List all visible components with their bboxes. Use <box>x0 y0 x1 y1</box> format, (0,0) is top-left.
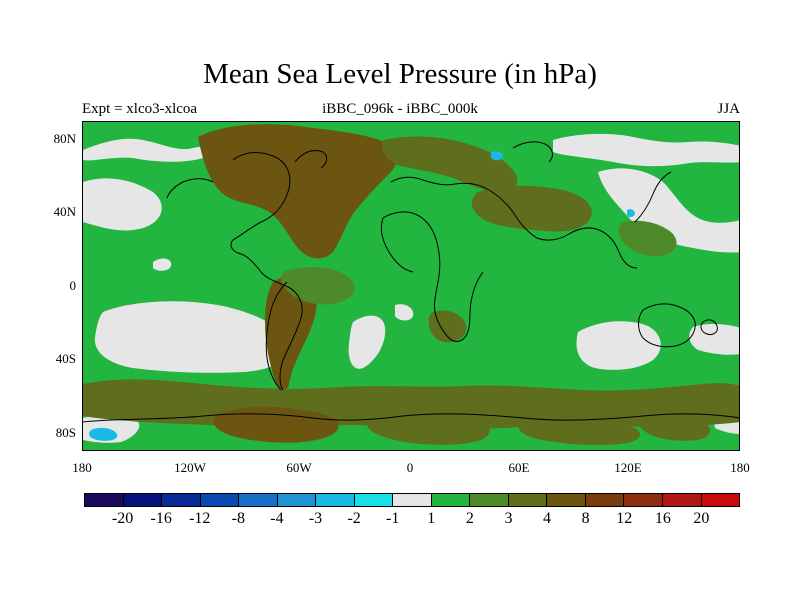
australia-east-grey <box>689 324 739 355</box>
map-panel <box>82 121 740 451</box>
colorbar-box <box>585 494 625 506</box>
sw-pacific-grey <box>153 258 172 271</box>
npacific-grey <box>83 178 162 231</box>
colorbar-label: -12 <box>189 510 211 527</box>
colorbar-box <box>701 494 740 506</box>
colorbar-label: -1 <box>386 510 400 527</box>
colorbar-box <box>162 494 201 506</box>
lat-label-40S: 40S <box>55 351 76 366</box>
colorbar-box <box>277 494 317 506</box>
lon-label-120e: 120E <box>614 460 642 475</box>
cyan-spot-2 <box>491 151 503 161</box>
colorbar-label: -3 <box>308 510 323 527</box>
west-atlantic-olive <box>280 267 355 305</box>
arctic-olive <box>382 136 518 192</box>
lon-label-120w: 120W <box>174 460 206 475</box>
colorbar-box <box>239 494 278 506</box>
colorbar-box <box>200 494 240 506</box>
experiment-label: Expt = xlco3-xlcoa <box>82 101 198 117</box>
colorbar-label: -4 <box>270 510 284 527</box>
lat-label-80N: 80N <box>53 131 76 146</box>
lon-label-0: 0 <box>406 460 414 475</box>
colorbar-label: 3 <box>504 510 513 527</box>
season-label: JJA <box>717 101 740 117</box>
colorbar-label: 16 <box>654 510 671 527</box>
colorbar-box <box>85 494 124 506</box>
africa-grey-dot <box>395 304 414 321</box>
colorbar-label: 12 <box>616 510 633 527</box>
arctic-grey-2 <box>553 133 739 167</box>
north-atlantic-brown <box>198 124 398 259</box>
colorbar-box <box>393 494 432 506</box>
colorbar-box <box>123 494 163 506</box>
spacific-grey <box>94 301 289 373</box>
south-america-brown <box>265 275 317 391</box>
comparison-label: iBBC_096k - iBBC_000k <box>322 101 478 117</box>
antarctic-olive-2 <box>367 412 491 445</box>
colorbar-label: -16 <box>150 510 172 527</box>
indian-grey <box>576 321 661 370</box>
coastlines <box>83 141 739 423</box>
lon-label-180e: 180 <box>730 460 750 475</box>
colorbar-label: -20 <box>111 510 134 527</box>
cyan-spot-3 <box>627 209 635 217</box>
lat-label-80S: 80S <box>55 425 76 440</box>
colorbar-box <box>662 494 702 506</box>
colorbar-box <box>316 494 355 506</box>
colorbar <box>84 493 740 507</box>
cyan-spot-1 <box>89 427 118 441</box>
colorbar-box <box>547 494 586 506</box>
lat-label-0: 0 <box>69 278 77 293</box>
eurasia-grey <box>598 168 739 253</box>
antarctic-olive-3 <box>519 418 641 445</box>
colorbar-box <box>431 494 471 506</box>
lon-label-180w: 180 <box>72 460 92 475</box>
colorbar-label: -2 <box>347 510 361 527</box>
colorbar-label: 8 <box>581 510 590 527</box>
colorbar-box <box>354 494 394 506</box>
contour-map <box>83 122 739 450</box>
colorbar-label: 20 <box>693 510 710 527</box>
colorbar-box <box>470 494 509 506</box>
lon-label-60e: 60E <box>508 460 530 475</box>
antarctic-brown <box>213 406 339 443</box>
south-africa-olive <box>428 310 467 343</box>
plot-title: Mean Sea Level Pressure (in hPa) <box>203 58 597 90</box>
lat-label-40N: 40N <box>53 204 76 219</box>
colorbar-label: 4 <box>543 510 552 527</box>
satlantic-grey <box>348 315 386 369</box>
antarctic-olive-4 <box>639 416 711 441</box>
colorbar-label: 1 <box>427 510 436 527</box>
colorbar-label: -8 <box>231 510 245 527</box>
eurasia-olive <box>471 185 592 232</box>
arctic-grey-1 <box>83 138 211 162</box>
colorbar-label: 2 <box>465 510 474 527</box>
lon-label-60w: 60W <box>286 460 312 475</box>
colorbar-box <box>508 494 548 506</box>
north-pacific-olive <box>618 220 677 257</box>
colorbar-box <box>624 494 663 506</box>
